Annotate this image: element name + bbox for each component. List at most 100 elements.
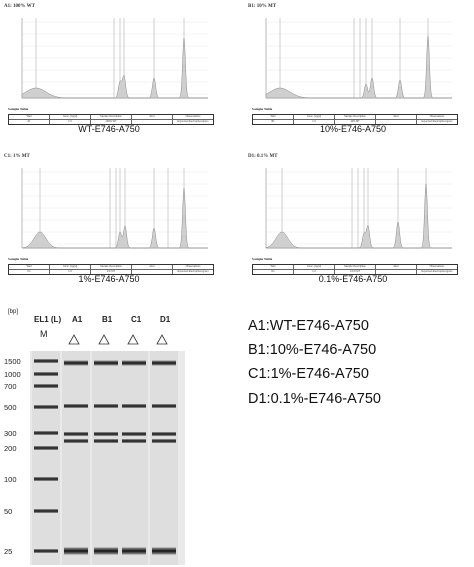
lane-header: C1 xyxy=(131,315,142,324)
panel-caption: 1%-E746-A750 xyxy=(78,274,140,284)
ladder-size-label: 25 xyxy=(4,547,12,556)
warning-icon xyxy=(156,334,168,345)
ladder-band xyxy=(34,431,58,435)
table-cell: Observations xyxy=(416,265,457,270)
trace-area xyxy=(21,187,208,249)
sample-band xyxy=(122,439,146,443)
ladder-size-label: 100 xyxy=(4,475,17,484)
table-cell: Alert xyxy=(375,265,416,270)
table-cell: Expected Electropherogram xyxy=(416,120,457,125)
electropherogram-panel-b: B1: 10% MT Sample Table Well Conc. [ng/µl… xyxy=(248,4,458,144)
ladder-band xyxy=(34,477,58,481)
sample-band xyxy=(64,404,88,408)
sample-band xyxy=(94,404,118,408)
table-cell: Conc. [ng/µl] xyxy=(49,115,90,120)
table-row: D1 1.0 0.1% MT Expected Electropherogram xyxy=(253,269,457,275)
lane-header: A1 xyxy=(72,315,83,324)
table-cell: Alert xyxy=(131,265,172,270)
sample-band xyxy=(152,360,176,366)
electropherogram-plot xyxy=(265,168,452,249)
panel-caption: 0.1%-E746-A750 xyxy=(318,274,388,284)
ladder-size-label: 500 xyxy=(4,403,17,412)
table-cell: Well xyxy=(270,115,276,118)
panel-caption: 10%-E746-A750 xyxy=(319,124,387,134)
sample-table-label: Sample Table xyxy=(252,257,273,261)
table-cell xyxy=(375,120,416,125)
table-cell: 1.0 xyxy=(293,270,334,275)
panel-title: C1: 1% MT xyxy=(4,154,30,159)
electropherogram-panel-a: A1: 100% WT Sample Table Well Conc. [ng/µ… xyxy=(4,4,214,144)
warning-icon xyxy=(68,334,80,345)
ladder-band xyxy=(34,405,58,409)
sample-band xyxy=(152,432,176,436)
ladder-size-label: 1500 xyxy=(4,357,21,366)
ladder-band xyxy=(34,509,58,513)
table-cell: A1 xyxy=(27,120,31,124)
table-cell: Sample Description xyxy=(334,265,375,270)
table-cell: 10% MT xyxy=(334,120,375,125)
gel-lane xyxy=(92,351,120,565)
electropherogram-panel-d: D1: 0.1% MT Sample Table Well Conc. [ng/µ… xyxy=(248,154,458,294)
panel-title: D1: 0.1% MT xyxy=(248,154,278,159)
ladder-size-label: 700 xyxy=(4,382,17,391)
table-header-row: Well Conc. [ng/µl] Sample Description Alert… xyxy=(9,265,213,270)
trace-area xyxy=(265,35,452,99)
bp-unit-label: [bp] xyxy=(8,309,19,315)
table-cell: Alert xyxy=(375,115,416,120)
lane-header: B1 xyxy=(102,315,113,324)
table-cell: 100% WT xyxy=(90,120,131,125)
ladder-band xyxy=(34,384,58,388)
ladder-header: EL1 (L) xyxy=(34,315,62,324)
gel-image: [bp] EL1 (L) M A1 B1 C1 D1 1500 1000 700 50… xyxy=(0,305,200,567)
table-cell: Conc. [ng/µl] xyxy=(49,265,90,270)
table-cell: D1 xyxy=(271,270,275,274)
table-header-row: Well Conc. [ng/µl] Sample Description Alert… xyxy=(253,265,457,270)
sample-table-label: Sample Table xyxy=(252,107,273,111)
table-cell: Expected Electropherogram xyxy=(416,270,457,275)
ladder-band xyxy=(34,446,58,450)
table-cell: Observations xyxy=(172,115,213,120)
trace-area xyxy=(265,183,452,249)
sample-band xyxy=(122,547,146,555)
table-cell: Well xyxy=(26,115,32,118)
sample-band xyxy=(94,439,118,443)
ladder-size-label: 50 xyxy=(4,507,12,516)
ladder-size-label: 200 xyxy=(4,444,17,453)
table-cell: Sample Description xyxy=(90,115,131,120)
sample-table: Well Conc. [ng/µl] Sample Description Alert… xyxy=(252,264,458,275)
panel-caption: WT-E746-A750 xyxy=(78,124,140,134)
ladder-band xyxy=(34,359,58,363)
electropherogram-plot xyxy=(21,18,208,99)
table-row: A1 1.0 100% WT Expected Electropherogram xyxy=(9,119,213,125)
ladder-band xyxy=(34,549,58,553)
warning-icon xyxy=(98,334,110,345)
table-cell: Well xyxy=(270,265,276,268)
table-cell: B1 xyxy=(271,120,275,124)
ladder-size-label: 1000 xyxy=(4,370,21,379)
sample-band xyxy=(94,360,118,366)
sample-band xyxy=(152,404,176,408)
table-cell: Well xyxy=(26,265,32,268)
table-cell: Conc. [ng/µl] xyxy=(293,115,334,120)
legend-item: C1:1%-E746-A750 xyxy=(248,366,369,382)
table-cell xyxy=(131,120,172,125)
sample-band xyxy=(64,439,88,443)
electropherogram-plot xyxy=(265,18,452,99)
gel-lane xyxy=(32,351,60,565)
sample-band xyxy=(94,432,118,436)
table-cell: Sample Description xyxy=(90,265,131,270)
table-row: B1 1.0 10% MT Expected Electropherogram xyxy=(253,119,457,125)
table-cell: Sample Description xyxy=(334,115,375,120)
sample-band xyxy=(122,404,146,408)
sample-band xyxy=(152,547,176,555)
sample-band xyxy=(64,547,88,555)
sample-table: Well Conc. [ng/µl] Sample Description Alert… xyxy=(8,114,214,125)
sample-band xyxy=(64,432,88,436)
table-cell: Observations xyxy=(172,265,213,270)
sample-band xyxy=(94,547,118,555)
sample-table: Well Conc. [ng/µl] Sample Description Alert… xyxy=(8,264,214,275)
table-cell: 1.0 xyxy=(49,120,90,125)
table-cell: Alert xyxy=(131,115,172,120)
table-cell: Conc. [ng/µl] xyxy=(293,265,334,270)
table-cell: Expected Electropherogram xyxy=(172,270,213,275)
